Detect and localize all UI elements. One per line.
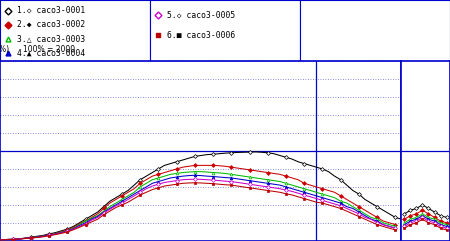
- Text: 1.◇ caco3-0001: 1.◇ caco3-0001: [17, 6, 85, 15]
- Text: (%): (%): [0, 45, 9, 54]
- Text: 6.■ caco3-0006: 6.■ caco3-0006: [166, 31, 235, 40]
- Text: 5.◇ caco3-0005: 5.◇ caco3-0005: [166, 11, 235, 20]
- Text: 2.◆ caco3-0002: 2.◆ caco3-0002: [17, 20, 85, 29]
- Text: 4.▲ caco3-0004: 4.▲ caco3-0004: [17, 48, 85, 57]
- Text: 3.△ caco3-0003: 3.△ caco3-0003: [17, 34, 85, 43]
- Text: 100% = 2000: 100% = 2000: [22, 45, 75, 54]
